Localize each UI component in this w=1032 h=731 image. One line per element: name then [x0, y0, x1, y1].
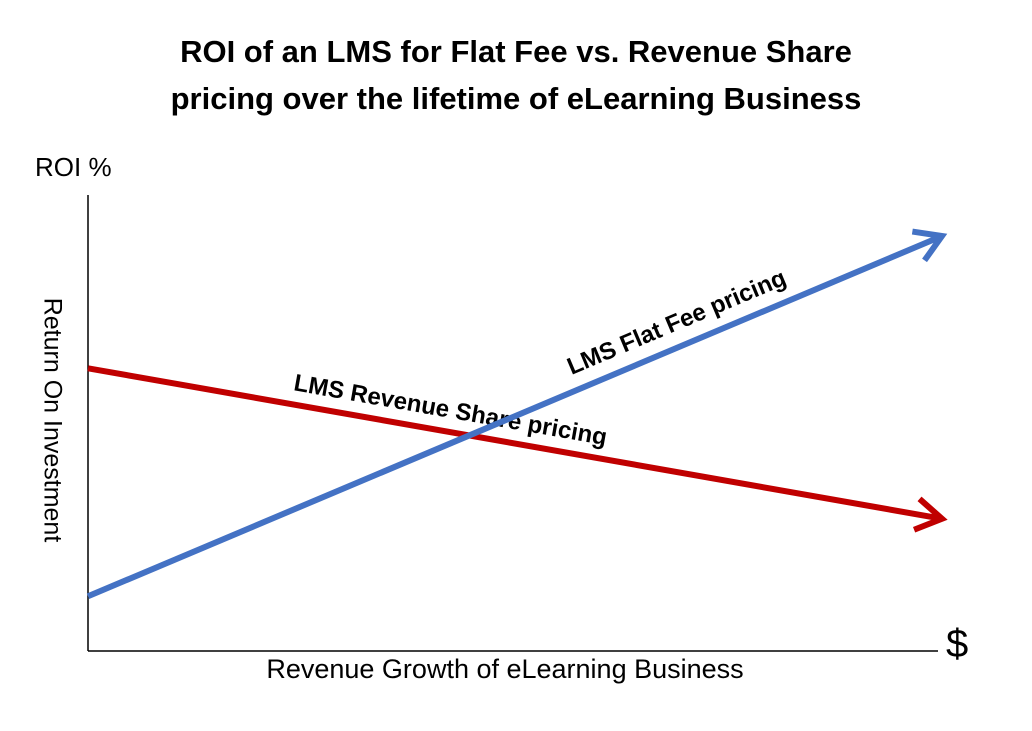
chart-title-line-1: ROI of an LMS for Flat Fee vs. Revenue S… — [180, 34, 852, 69]
chart-axes — [87, 195, 938, 652]
lms-revenue-share-pricing-arrowhead — [912, 496, 948, 533]
y-axis-unit-label: ROI % — [35, 152, 112, 182]
lms-flat-fee-pricing-label: LMS Flat Fee pricing — [563, 264, 790, 380]
x-axis-label: Revenue Growth of eLearning Business — [266, 654, 744, 684]
chart-title-line-2: pricing over the lifetime of eLearning B… — [170, 81, 862, 116]
x-axis-unit-label: $ — [946, 622, 969, 666]
chart-title: ROI of an LMS for Flat Fee vs. Revenue S… — [0, 28, 1032, 122]
lms-revenue-share-pricing-line — [87, 365, 939, 522]
lms-flat-fee-pricing-arrowhead — [911, 228, 948, 263]
lms-flat-fee-pricing-line — [86, 234, 940, 600]
